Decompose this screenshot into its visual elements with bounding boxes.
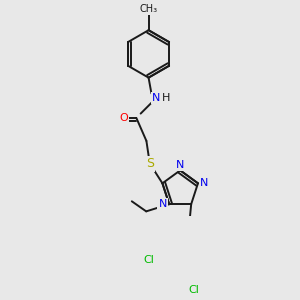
Text: CH₃: CH₃ — [140, 4, 158, 14]
Text: Cl: Cl — [143, 254, 154, 265]
Text: Cl: Cl — [188, 285, 199, 295]
Text: O: O — [119, 113, 128, 123]
Text: N: N — [176, 160, 184, 170]
Text: N: N — [152, 93, 161, 103]
Text: N: N — [158, 199, 167, 209]
Text: S: S — [146, 158, 154, 170]
Text: N: N — [200, 178, 208, 188]
Text: H: H — [162, 93, 170, 103]
